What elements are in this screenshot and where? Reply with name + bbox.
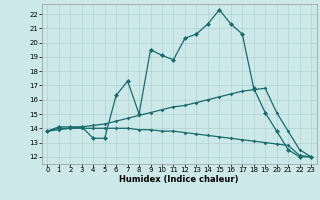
X-axis label: Humidex (Indice chaleur): Humidex (Indice chaleur) xyxy=(119,175,239,184)
